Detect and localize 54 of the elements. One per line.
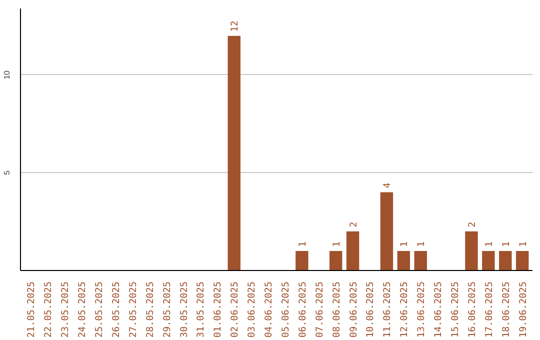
x-tick-label: 07.06.2025 bbox=[314, 281, 326, 338]
x-tick-label: 29.05.2025 bbox=[162, 281, 173, 338]
bar bbox=[465, 231, 478, 270]
data-label: 1 bbox=[331, 241, 342, 247]
x-tick-label: 02.06.2025 bbox=[230, 281, 241, 338]
data-label: 2 bbox=[348, 222, 360, 228]
x-tick-label: 11.06.2025 bbox=[382, 281, 394, 338]
x-tick-label: 10.06.2025 bbox=[365, 281, 376, 338]
x-tick-label: 03.06.2025 bbox=[246, 281, 258, 338]
x-tick-label: 06.06.2025 bbox=[297, 281, 308, 338]
x-tick-label: 09.06.2025 bbox=[348, 281, 360, 338]
x-tick-label: 01.06.2025 bbox=[212, 281, 224, 338]
data-label: 1 bbox=[484, 241, 495, 247]
x-tick-label: 23.05.2025 bbox=[60, 281, 72, 338]
x-tick-label: 15.06.2025 bbox=[450, 281, 462, 338]
bar bbox=[296, 250, 308, 270]
x-tick-label: 21.05.2025 bbox=[26, 281, 38, 338]
data-label: 1 bbox=[399, 241, 410, 247]
bar bbox=[482, 250, 495, 270]
x-tick-label: 14.06.2025 bbox=[433, 281, 444, 338]
y-tick-label: 5 bbox=[2, 170, 12, 175]
x-tick-label: 18.06.2025 bbox=[500, 281, 512, 338]
x-tick-label: 16.06.2025 bbox=[466, 281, 478, 338]
x-tick-label: 22.05.2025 bbox=[43, 281, 54, 338]
data-label: 1 bbox=[297, 241, 308, 247]
x-tick-label: 17.06.2025 bbox=[484, 281, 495, 338]
data-label: 2 bbox=[466, 222, 478, 228]
y-tick-label: 10 bbox=[2, 70, 12, 80]
bar bbox=[329, 250, 342, 270]
x-tick-label: 08.06.2025 bbox=[331, 281, 342, 338]
bar bbox=[380, 192, 394, 270]
x-tick-label: 26.05.2025 bbox=[110, 281, 122, 338]
bar bbox=[397, 250, 410, 270]
x-tick-label: 28.05.2025 bbox=[144, 281, 156, 338]
data-label: 12 bbox=[230, 20, 241, 32]
bar bbox=[346, 231, 360, 270]
bar bbox=[499, 250, 512, 270]
x-tick-label: 24.05.2025 bbox=[77, 281, 88, 338]
x-tick-label: 25.05.2025 bbox=[94, 281, 105, 338]
data-label: 1 bbox=[500, 241, 512, 247]
bar bbox=[414, 250, 427, 270]
x-tick-label: 27.05.2025 bbox=[128, 281, 139, 338]
x-tick-label: 04.06.2025 bbox=[264, 281, 275, 338]
x-tick-label: 05.06.2025 bbox=[280, 281, 292, 338]
x-tick-label: 30.05.2025 bbox=[178, 281, 190, 338]
x-tick-label: 13.06.2025 bbox=[416, 281, 428, 338]
data-label: 4 bbox=[382, 182, 394, 188]
bar bbox=[228, 36, 240, 270]
x-tick-label: 19.06.2025 bbox=[518, 281, 529, 338]
x-tick-label: 12.06.2025 bbox=[399, 281, 410, 338]
data-label: 1 bbox=[416, 241, 428, 247]
x-tick-label: 31.05.2025 bbox=[196, 281, 207, 338]
bar bbox=[516, 250, 529, 270]
data-label: 1 bbox=[518, 241, 529, 247]
